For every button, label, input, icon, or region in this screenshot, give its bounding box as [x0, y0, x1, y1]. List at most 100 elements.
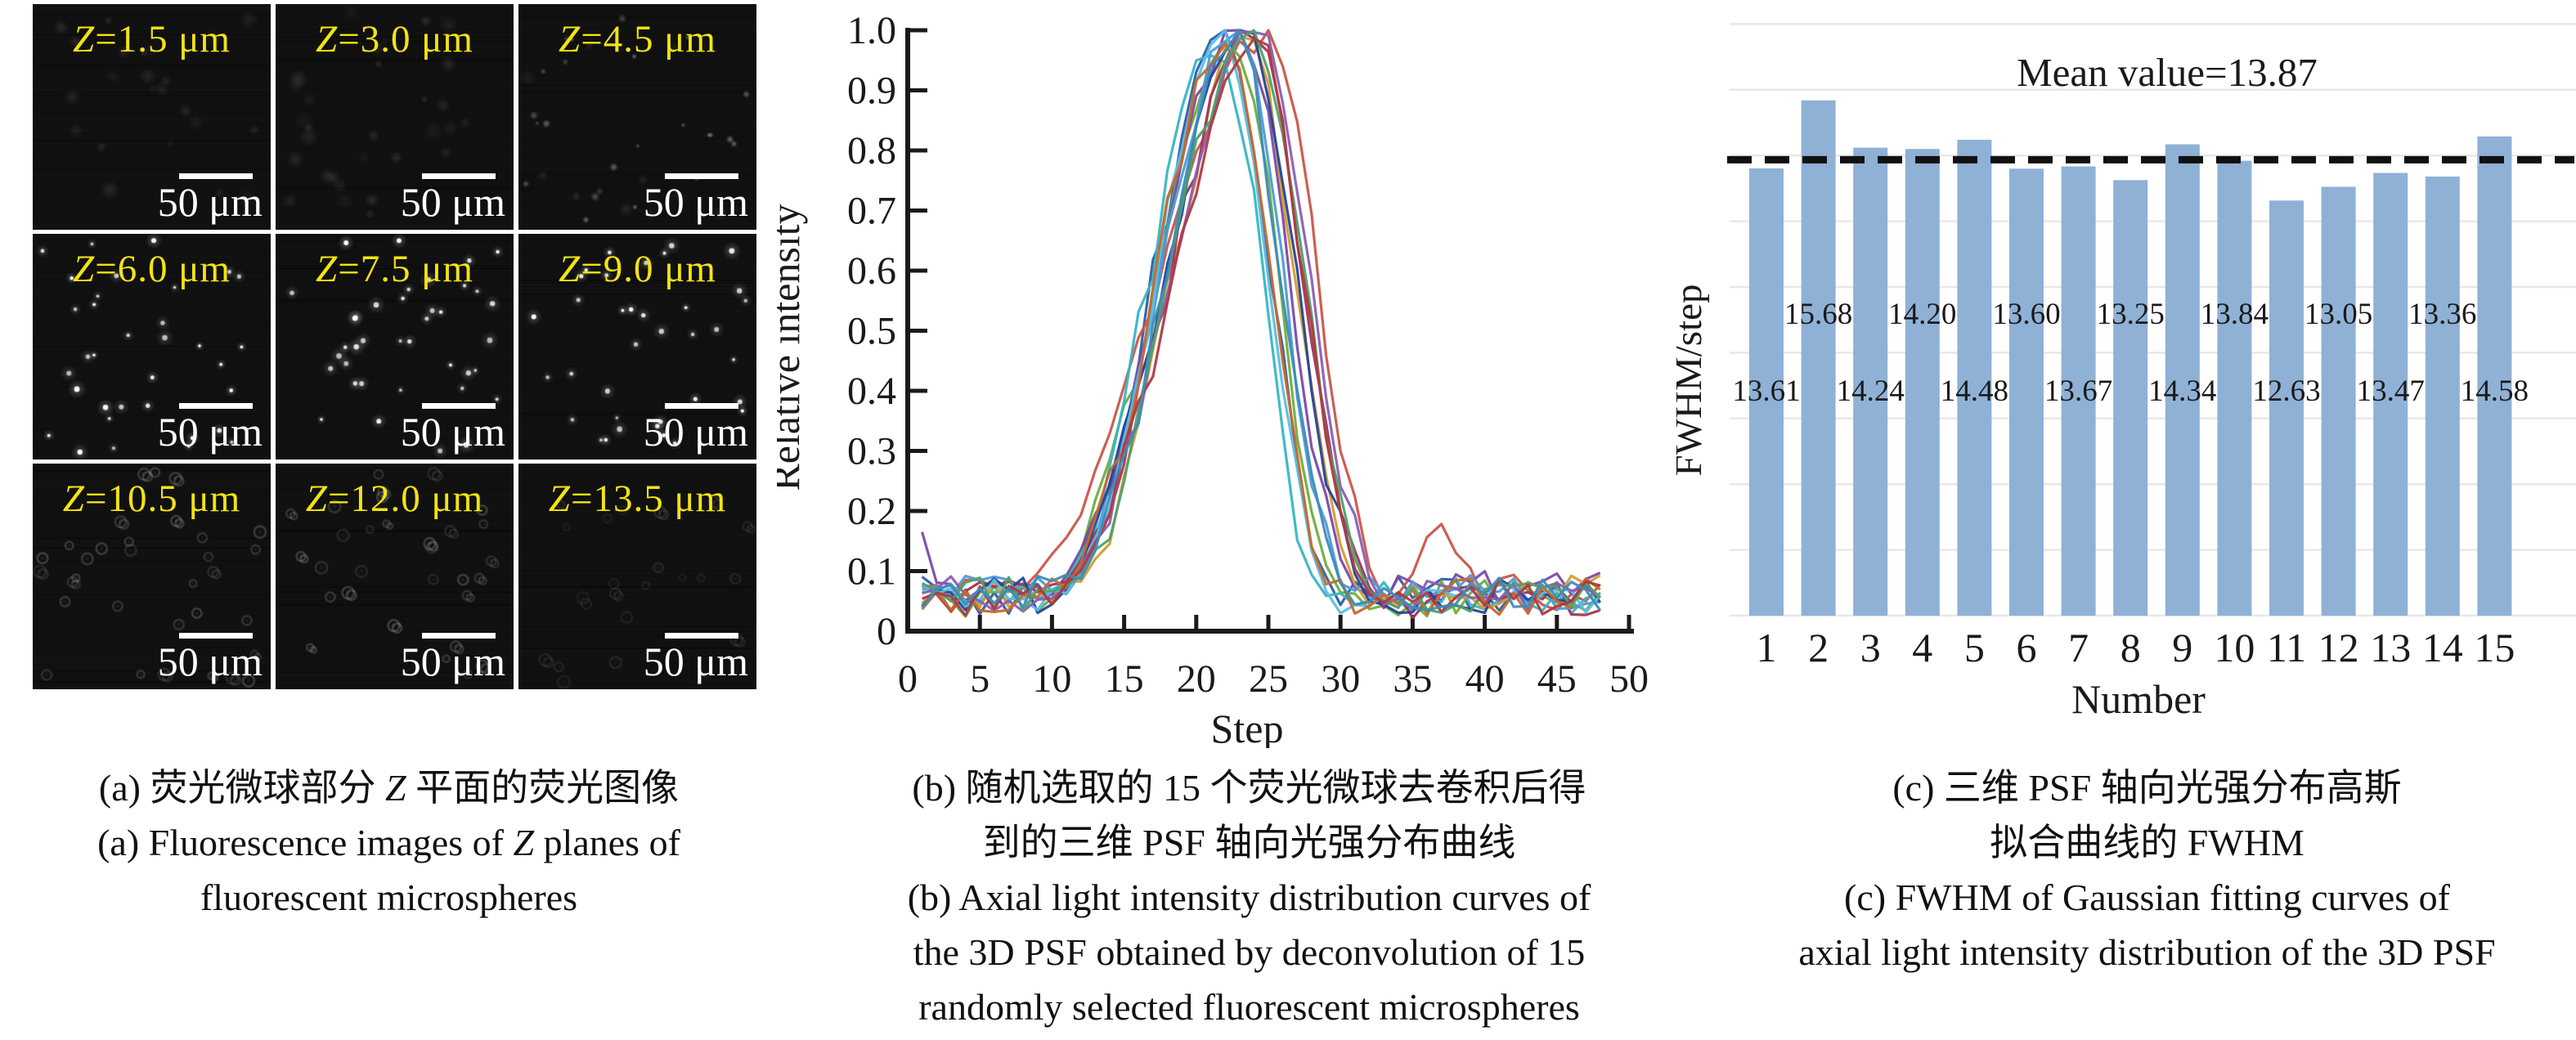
- bar-value-label: 13.61: [1732, 374, 1800, 408]
- tile-z-label: Z=13.5 μm: [548, 477, 727, 520]
- tile-image-canvas: [33, 4, 271, 230]
- caption-line: randomly selected fluorescent microspher…: [918, 986, 1580, 1028]
- bar: [2113, 180, 2148, 616]
- scale-bar-label: 50 μm: [643, 409, 748, 455]
- intensity-curve: [922, 29, 1600, 611]
- caption-line: the 3D PSF obtained by deconvolution of …: [913, 931, 1586, 973]
- axis-title-fwhm: FWHM/step: [1676, 285, 1710, 477]
- bar-tick-label: 8: [2120, 625, 2141, 670]
- x-tick-label: 30: [1321, 657, 1360, 701]
- caption-line: 拟合曲线的 FWHM: [1990, 822, 2304, 863]
- fluorescence-tile: Z=13.5 μm 50 μm: [518, 464, 756, 689]
- bar-value-label: 14.20: [1888, 298, 1956, 331]
- panel-a-grid: Z=1.5 μm 50 μm Z=3.0 μm 50 μm Z=4.5 μm 50 μm Z…: [33, 4, 759, 691]
- scale-bar-label: 50 μm: [157, 179, 263, 225]
- bar-value-label: 13.84: [2201, 298, 2269, 331]
- intensity-curve: [922, 37, 1601, 617]
- bar-value-label: 14.34: [2148, 374, 2216, 408]
- fluorescence-tile: Z=7.5 μm 50 μm: [276, 234, 514, 459]
- tile-z-label: Z=10.5 μm: [62, 477, 241, 520]
- fluorescence-tile: Z=4.5 μm 50 μm: [518, 4, 756, 230]
- scale-bar: 50 μm: [158, 633, 263, 683]
- tile-image-canvas: [33, 464, 271, 689]
- bar-value-label: 13.60: [1992, 298, 2060, 331]
- y-tick-label: 0.1: [847, 550, 896, 594]
- scale-bar: 50 μm: [644, 173, 748, 223]
- bar-tick-label: 15: [2474, 625, 2515, 670]
- y-tick-label: 0.8: [847, 129, 896, 173]
- bar: [1801, 100, 1836, 616]
- tile-z-label: Z=3.0 μm: [316, 18, 473, 61]
- scale-bar-label: 50 μm: [400, 179, 505, 225]
- caption-line: fluorescent microspheres: [200, 876, 578, 918]
- y-tick-label: 0: [877, 610, 896, 653]
- scale-bar-line: [422, 173, 496, 179]
- scale-bar-label: 50 μm: [643, 639, 748, 684]
- x-tick-label: 0: [898, 657, 918, 701]
- scale-bar-line: [179, 173, 253, 179]
- y-tick-label: 0.6: [847, 249, 896, 293]
- bar-value-label: 13.25: [2097, 298, 2165, 331]
- y-tick-label: 0.7: [847, 190, 896, 233]
- caption-line: (b) Axial light intensity distribution c…: [907, 876, 1591, 918]
- panel-a-caption: (a) 荧光微球部分 Z 平面的荧光图像 (a) Fluorescence im…: [23, 760, 755, 925]
- scale-bar-line: [665, 173, 738, 179]
- bar: [2217, 160, 2252, 616]
- bar-tick-label: 9: [2172, 625, 2192, 670]
- fluorescence-tile: Z=3.0 μm 50 μm: [276, 4, 514, 230]
- bar-value-label: 14.48: [1941, 374, 2008, 408]
- tile-image-canvas: [276, 4, 514, 230]
- scale-bar-line: [422, 403, 496, 409]
- scale-bar-label: 50 μm: [400, 639, 505, 684]
- intensity-curves-group: [921, 29, 1602, 620]
- caption-line: (a) 荧光微球部分 Z 平面的荧光图像: [98, 767, 680, 809]
- x-tick-label: 45: [1537, 657, 1577, 701]
- intensity-curve: [921, 29, 1602, 612]
- panel-c-bar-chart: Mean value=13.87 13.61 15.68 14.24 14.20 14.4…: [1676, 23, 2576, 722]
- bar: [1905, 149, 1940, 616]
- bar-value-label: 13.05: [2304, 298, 2372, 331]
- bar-tick-label: 10: [2214, 625, 2255, 670]
- bar-value-label: 15.68: [1784, 298, 1852, 331]
- bar-tick-label: 13: [2370, 625, 2411, 670]
- bar: [2061, 166, 2096, 616]
- tile-image-canvas: [33, 234, 271, 459]
- bar-tick-label: 6: [2017, 625, 2037, 670]
- tile-z-label: Z=1.5 μm: [73, 18, 231, 61]
- x-tick-label: 15: [1105, 657, 1144, 701]
- intensity-curve: [921, 42, 1601, 616]
- scale-bar-line: [665, 403, 738, 409]
- tile-z-label: Z=4.5 μm: [559, 18, 716, 61]
- scale-bar: 50 μm: [644, 403, 748, 453]
- x-tick-label: 10: [1032, 657, 1071, 701]
- tile-image-canvas: [518, 234, 756, 459]
- fluorescence-tile: Z=1.5 μm 50 μm: [33, 4, 271, 230]
- bar: [2373, 173, 2408, 616]
- tile-z-label: Z=6.0 μm: [73, 248, 231, 290]
- bar-tick-label: 1: [1757, 625, 1777, 670]
- y-tick-label: 1.0: [847, 9, 896, 52]
- x-tick-label: 25: [1249, 657, 1288, 701]
- scale-bar-label: 50 μm: [643, 179, 748, 225]
- bar: [1749, 168, 1784, 616]
- y-tick-label: 0.3: [847, 430, 896, 473]
- tile-z-label: Z=9.0 μm: [559, 248, 716, 290]
- tile-image-canvas: [518, 4, 756, 230]
- tile-z-label: Z=7.5 μm: [316, 248, 473, 290]
- panel-b-caption: (b) 随机选取的 15 个荧光微球去卷积后得 到的三维 PSF 轴向光强分布曲…: [777, 760, 1721, 1034]
- scale-bar: 50 μm: [401, 173, 505, 223]
- tile-image-canvas: [276, 234, 514, 459]
- bar-tick-label: 7: [2068, 625, 2089, 670]
- caption-line: (b) 随机选取的 15 个荧光微球去卷积后得: [912, 767, 1586, 809]
- scale-bar-label: 50 μm: [157, 639, 263, 684]
- scale-bar-line: [179, 633, 253, 639]
- fluorescence-tile: Z=6.0 μm 50 μm: [33, 234, 271, 459]
- tile-image-canvas: [518, 464, 756, 689]
- scale-bar-line: [665, 633, 738, 639]
- bar: [2425, 176, 2460, 616]
- bar-tick-label: 4: [1912, 625, 1932, 670]
- axis-title-number: Number: [2071, 676, 2206, 722]
- scale-bar-line: [422, 633, 496, 639]
- bar: [1957, 139, 1992, 616]
